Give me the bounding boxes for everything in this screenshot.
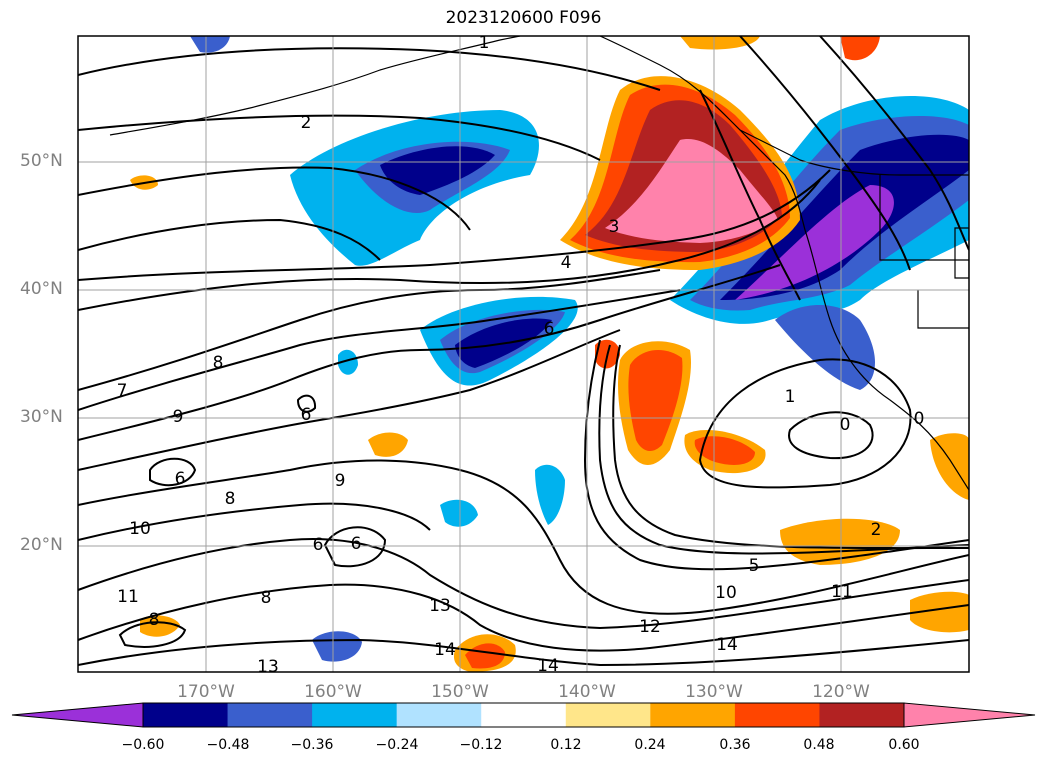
lat-label-30n: 30°N: [20, 407, 63, 427]
colorbar-cell: [227, 703, 313, 727]
colorbar-extension-low: [12, 703, 143, 727]
colorbar-cell: [396, 703, 482, 727]
colorbar-tick: 0.24: [634, 737, 666, 753]
contour-label: 10: [715, 583, 737, 603]
contour-label: 12: [639, 617, 661, 637]
colorbar-tick: 0.12: [550, 737, 582, 753]
colorbar-cell: [481, 703, 567, 727]
colorbar-tick: 0.48: [803, 737, 835, 753]
colorbar-tick: 0.60: [888, 737, 920, 753]
colorbar-cell: [312, 703, 398, 727]
graticule: [78, 36, 969, 672]
colorbar-cell: [819, 703, 905, 727]
contour-label: 6: [351, 534, 362, 554]
positive-anomaly-regions: [130, 36, 969, 672]
contour-label: 2: [871, 520, 882, 540]
colorbar-cell: [650, 703, 736, 727]
contour-label: 11: [117, 587, 139, 607]
lon-label-130w: 130°W: [685, 682, 743, 702]
colorbar: [11, 702, 1036, 728]
lon-label-120w: 120°W: [812, 682, 870, 702]
colorbar-cell: [565, 703, 651, 727]
lon-label-150w: 150°W: [431, 682, 489, 702]
contour-label: 7: [117, 381, 128, 401]
contour-label: 5: [749, 556, 760, 576]
colorbar-tick: −0.48: [206, 737, 250, 753]
plot-frame: [77, 35, 970, 673]
contour-label: 8: [225, 489, 236, 509]
coastline: [109, 36, 969, 491]
colorbar-tick: −0.12: [459, 737, 503, 753]
contour-label: 3: [609, 217, 620, 237]
contour-label: 0: [840, 415, 851, 435]
contour-label: 6: [313, 535, 324, 555]
contour-label: 2: [301, 113, 312, 133]
contour-label: 13: [429, 596, 451, 616]
colorbar-extension-high: [904, 703, 1035, 727]
height-contours: [78, 36, 969, 667]
contour-label: 1: [785, 387, 796, 407]
contour-label: 6: [544, 319, 555, 339]
contour-label: 14: [537, 656, 559, 676]
lat-label-40n: 40°N: [20, 279, 63, 299]
colorbar-tick: −0.36: [290, 737, 334, 753]
contour-label: 14: [434, 640, 456, 660]
colorbar-tick: −0.24: [375, 737, 419, 753]
contour-label: 8: [149, 610, 160, 630]
lat-label-50n: 50°N: [20, 151, 63, 171]
contour-label: 1: [479, 33, 490, 53]
contour-label: 9: [335, 471, 346, 491]
contour-label: 0: [914, 409, 925, 429]
lon-label-160w: 160°W: [304, 682, 362, 702]
map-title: 2023120600 F096: [445, 8, 602, 28]
colorbar-cell: [734, 703, 820, 727]
contour-label: 4: [561, 253, 572, 273]
colorbar-tick: −0.60: [121, 737, 165, 753]
contour-label: 8: [213, 353, 224, 373]
colorbar-cell: [143, 703, 229, 727]
contour-label: 11: [831, 582, 853, 602]
lon-label-140w: 140°W: [558, 682, 616, 702]
contour-label: 10: [129, 519, 151, 539]
contour-label: 6: [301, 405, 312, 425]
lat-label-20n: 20°N: [20, 535, 63, 555]
contour-label: 8: [261, 588, 272, 608]
contour-label: 14: [716, 635, 738, 655]
negative-anomaly-regions: [190, 36, 969, 662]
contour-label: 9: [173, 407, 184, 427]
contour-label: 6: [175, 469, 186, 489]
lon-label-170w: 170°W: [177, 682, 235, 702]
colorbar-tick: 0.36: [719, 737, 751, 753]
contour-label: 13: [257, 657, 279, 677]
